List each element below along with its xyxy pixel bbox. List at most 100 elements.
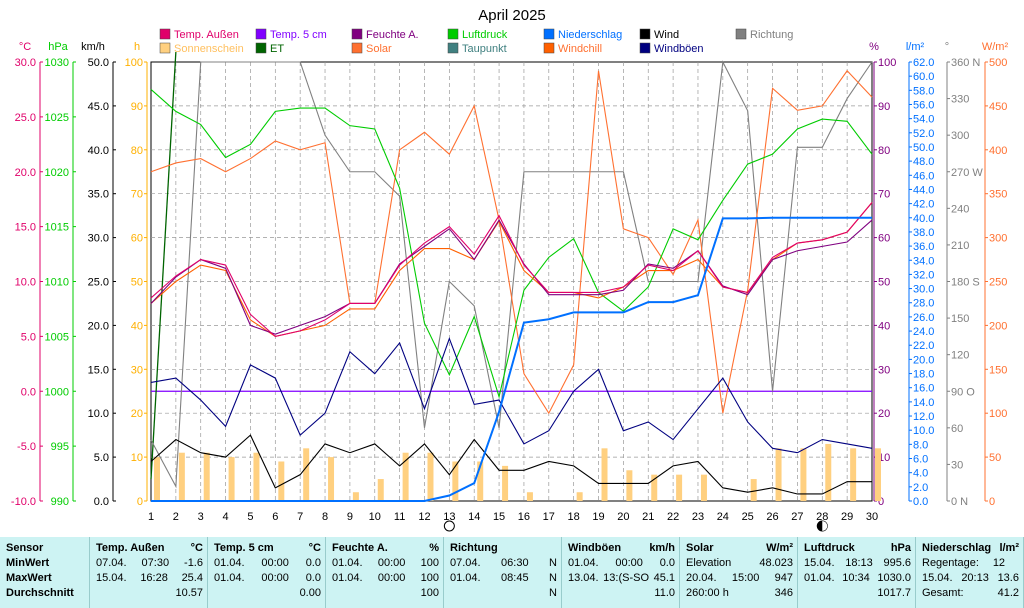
- stats-cell: 01.04.: [332, 572, 363, 584]
- press-tick-label: 1010: [45, 277, 69, 289]
- stats-row: Durchschnitt: [6, 586, 85, 601]
- sunshine-bar: [352, 492, 359, 501]
- stats-unit: hPa: [890, 542, 911, 554]
- hum-tick-label: 60: [878, 233, 890, 245]
- full-moon-icon: [443, 520, 455, 532]
- temp-tick-label: 10.0: [15, 277, 36, 289]
- dir-tick-label: 210: [951, 240, 969, 252]
- rain-tick-label: 46.0: [913, 170, 934, 182]
- stats-cell: N: [549, 557, 557, 569]
- stats-cell: 25.4: [181, 572, 203, 584]
- temp-tick-label: 20.0: [15, 167, 36, 179]
- sun-tick-label: 10: [131, 452, 143, 464]
- stats-header: Sensor: [6, 542, 44, 554]
- x-tick-label: 26: [766, 511, 778, 523]
- rain-tick-label: 14.0: [913, 397, 934, 409]
- stats-row: 0.00: [214, 586, 321, 601]
- solar-tick-label: 500: [989, 57, 1007, 69]
- temp-tick-label: 30.0: [15, 57, 36, 69]
- x-tick-label: 18: [568, 511, 580, 523]
- hum-tick-label: 100: [878, 57, 896, 69]
- stats-cell: 08:45: [501, 572, 529, 584]
- stats-row: 01.04. 00:00 100: [332, 571, 439, 586]
- stats-cell: 18:13: [845, 557, 873, 569]
- stats-cell: Elevation: [686, 557, 732, 569]
- rain-tick-label: 16.0: [913, 383, 934, 395]
- rain-tick-label: 62.0: [913, 57, 934, 69]
- rain-tick-label: 32.0: [913, 269, 934, 281]
- stats-cell: 01.04.: [450, 572, 481, 584]
- temp-unit-label: °C: [19, 41, 31, 53]
- stats-cell: 100: [420, 572, 439, 584]
- stats-row: 01.04. 00:00 100: [332, 556, 439, 571]
- sunshine-bar: [377, 479, 384, 501]
- stats-column: Sensor MinWert MaxWert Durchschnitt: [0, 537, 90, 608]
- dir-tick-label: 330: [951, 94, 969, 106]
- wind-tick-label: 0.0: [94, 496, 109, 508]
- sunshine-bar: [875, 448, 881, 501]
- rain-tick-label: 20.0: [913, 354, 934, 366]
- x-tick-label: 25: [742, 511, 754, 523]
- x-tick-label: 6: [272, 511, 278, 523]
- series-line-wind: [150, 434, 872, 495]
- x-tick-label: 17: [543, 511, 555, 523]
- sunshine-bar: [526, 492, 533, 501]
- rain-tick-label: 36.0: [913, 241, 934, 253]
- stats-header: Temp. 5 cm: [214, 542, 274, 554]
- sunshine-bar: [700, 474, 707, 501]
- stats-column: Luftdruck hPa 15.04. 18:13 995.6 01.04. 10:34 1…: [798, 537, 916, 608]
- stats-cell: 01.04.: [214, 557, 245, 569]
- wind-tick-label: 40.0: [88, 145, 109, 157]
- stats-row: 01.04. 10:34 1030.0: [804, 571, 911, 586]
- rain-tick-label: 34.0: [913, 255, 934, 267]
- stats-cell: 01.04.: [214, 572, 245, 584]
- legend-label: Richtung: [750, 29, 793, 41]
- stats-cell: 00:00: [377, 572, 406, 584]
- stats-row: 260:00 h 346: [686, 586, 793, 601]
- sun-tick-label: 40: [131, 320, 143, 332]
- legend-swatch: [735, 28, 747, 40]
- sun-unit-label: h: [134, 41, 140, 53]
- legend-swatch: [447, 28, 459, 40]
- legend-label: Taupunkt: [462, 43, 507, 55]
- stats-column: Temp. 5 cm °C 01.04. 00:00 0.0 01.04. 00:00 0.0…: [208, 537, 326, 608]
- sunshine-bar: [303, 448, 310, 501]
- solar-tick-label: 400: [989, 145, 1007, 157]
- rain-tick-label: 48.0: [913, 156, 934, 168]
- sun-tick-label: 50: [131, 277, 143, 289]
- sunshine-bar: [601, 448, 608, 501]
- stats-cell: 1030.0: [877, 572, 911, 584]
- stats-cell: 00:00: [261, 572, 289, 584]
- stats-row: 15.04. 20:13 13.6: [922, 571, 1019, 586]
- stats-row: 01.04. 00:00 0.0: [214, 571, 321, 586]
- dir-tick-label: 30: [951, 459, 963, 471]
- plot-area: [150, 51, 881, 502]
- stats-cell: N: [549, 587, 557, 599]
- sunshine-bar: [775, 448, 782, 501]
- x-tick-label: 28: [816, 511, 828, 523]
- solar-tick-label: 450: [989, 101, 1007, 113]
- stats-cell: 995.6: [883, 557, 911, 569]
- dir-tick-label: 150: [951, 313, 969, 325]
- stats-cell: 10:34: [842, 572, 870, 584]
- sunshine-bar: [750, 479, 757, 501]
- sun-tick-label: 30: [131, 364, 143, 376]
- x-tick-label: 15: [493, 511, 505, 523]
- wind-unit-label: km/h: [81, 41, 105, 53]
- legend-label: Feuchte A.: [366, 29, 419, 41]
- x-tick-label: 22: [667, 511, 679, 523]
- rain-tick-label: 52.0: [913, 128, 934, 140]
- stats-cell: 15.04.: [922, 572, 953, 584]
- sun-tick-label: 80: [131, 145, 143, 157]
- solar-unit-label: W/m²: [982, 41, 1009, 53]
- wind-tick-label: 20.0: [88, 320, 109, 332]
- legend: Temp. Außen Temp. 5 cm Feuchte A. Luftdruck…: [159, 28, 793, 55]
- stats-cell: 01.04.: [332, 557, 363, 569]
- stats-cell: 20:13: [961, 572, 989, 584]
- stats-cell: 1017.7: [877, 587, 911, 599]
- stats-row: Elevation 48.023: [686, 556, 793, 571]
- stats-row: 15.04. 18:13 995.6: [804, 556, 911, 571]
- legend-swatch: [255, 42, 267, 54]
- chart-title: April 2025: [478, 7, 546, 24]
- legend-swatch: [639, 28, 651, 40]
